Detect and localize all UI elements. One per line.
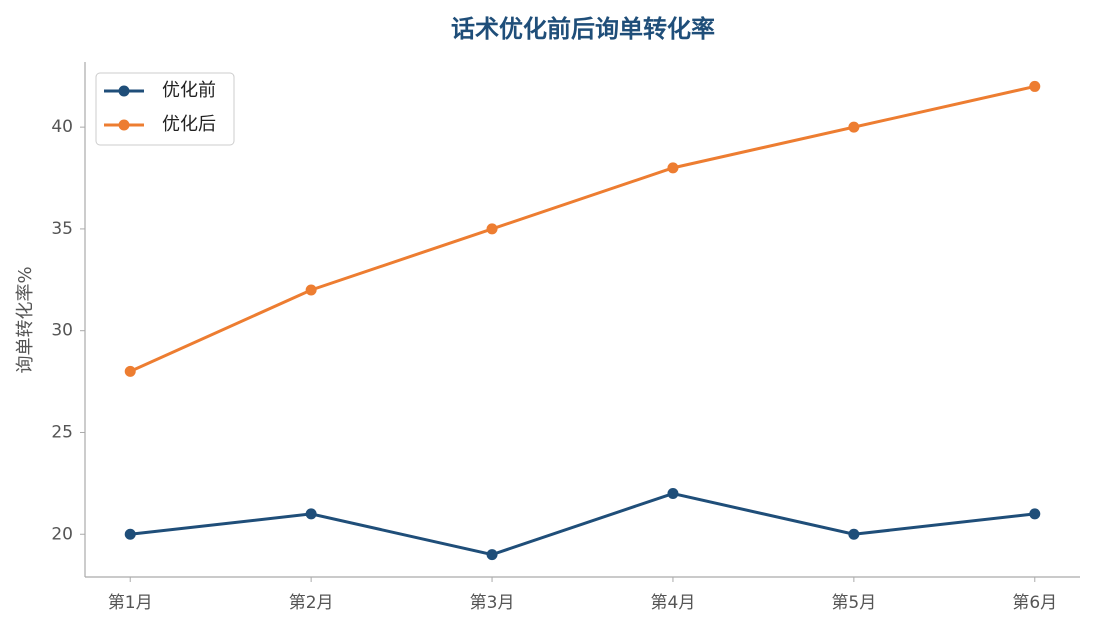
y-axis-label: 询单转化率%	[15, 266, 36, 373]
point	[1029, 508, 1041, 520]
y-tick-label: 35	[51, 219, 73, 239]
y-tick-label: 30	[51, 321, 73, 341]
point	[486, 223, 498, 235]
legend-marker	[118, 119, 130, 131]
point	[305, 284, 317, 296]
point	[486, 549, 498, 561]
point	[848, 528, 860, 540]
y-tick-label: 25	[51, 422, 73, 442]
series-line	[130, 491, 1035, 557]
x-tick-label: 第6月	[1012, 593, 1057, 613]
point	[124, 528, 136, 540]
legend-label: 优化前	[162, 80, 216, 101]
series-line	[129, 84, 1036, 373]
point	[667, 162, 679, 174]
x-tick-label: 第5月	[831, 593, 876, 613]
x-tick-label: 第3月	[470, 593, 515, 613]
point	[1029, 80, 1041, 92]
legend-marker	[118, 85, 130, 97]
y-tick-label: 40	[51, 117, 73, 137]
point	[124, 365, 136, 377]
legend-label: 优化后	[162, 114, 216, 135]
point	[667, 488, 679, 500]
chart-title: 话术优化前后询单转化率	[451, 15, 715, 43]
point	[848, 121, 860, 133]
x-tick-label: 第1月	[108, 593, 153, 613]
y-tick-label: 20	[51, 524, 73, 544]
x-tick-label: 第2月	[289, 593, 334, 613]
point	[305, 508, 317, 520]
x-tick-label: 第4月	[651, 593, 696, 613]
